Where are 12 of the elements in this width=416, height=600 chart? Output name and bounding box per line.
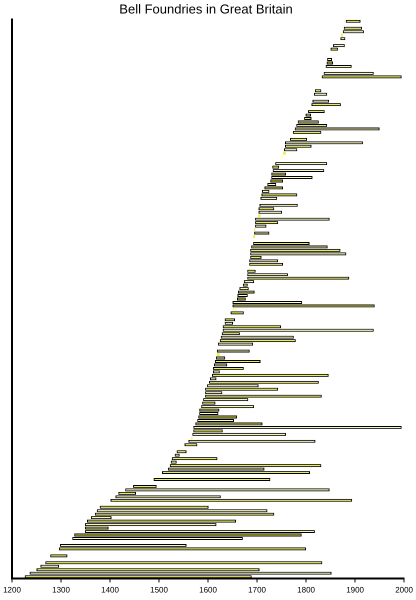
x-tick-label: 2000 [395, 585, 414, 594]
x-tick-label: 1600 [199, 585, 218, 594]
x-tick-label: 1200 [3, 585, 22, 594]
x-tick-label: 1800 [297, 585, 316, 594]
x-tick-label: 1500 [150, 585, 168, 594]
chart-title: Bell Foundries in Great Britain [119, 1, 293, 16]
bar [216, 353, 220, 356]
x-tick-label: 1900 [346, 585, 365, 594]
bar [232, 308, 237, 311]
x-tick-label: 1400 [101, 585, 120, 594]
x-tick-label: 1300 [52, 585, 70, 594]
x-tick-label: 1700 [248, 585, 267, 594]
